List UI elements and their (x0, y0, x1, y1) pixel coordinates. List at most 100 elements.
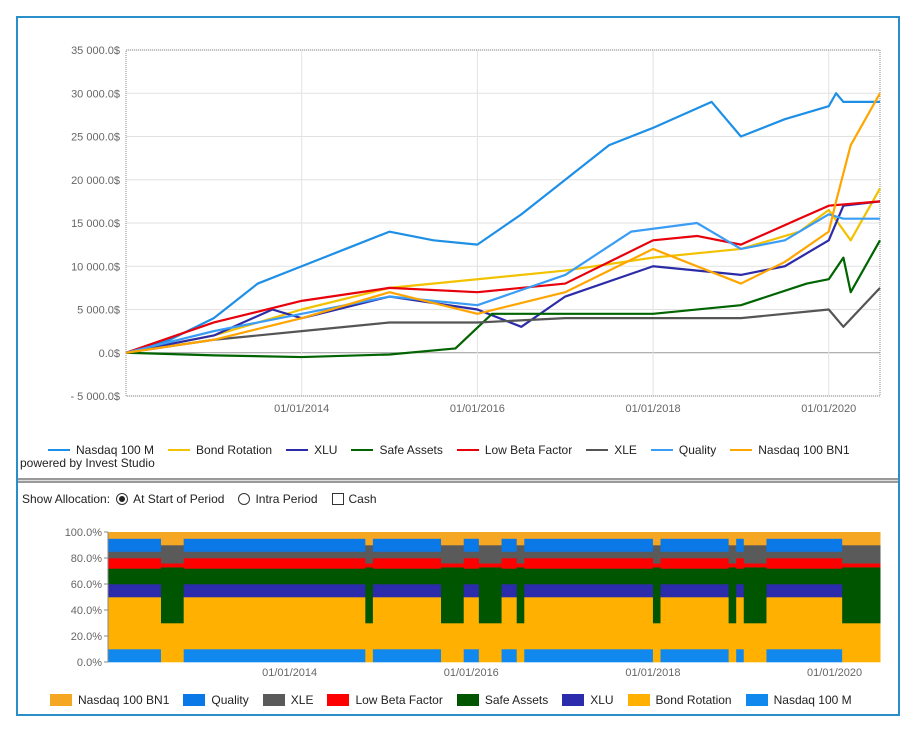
chart-frame (16, 16, 900, 716)
allocation-band-nasdaq-100-bn1 (478, 532, 503, 546)
series-line-quality (125, 213, 880, 354)
legend-item[interactable]: XLU (562, 693, 614, 707)
legend-item[interactable]: Nasdaq 100 BN1 (730, 443, 850, 457)
allocation-band-bond-rotation (108, 597, 162, 650)
legend-item[interactable]: XLE (586, 443, 637, 457)
allocation-band-xlu (766, 584, 843, 598)
allocation-band-xle (660, 551, 730, 559)
x-tick-label: 01/01/2014 (274, 403, 329, 415)
allocation-band-low-beta-factor (736, 558, 745, 569)
powered-by-label: powered by Invest Studio (20, 456, 155, 470)
allocation-band-bond-rotation (365, 623, 374, 663)
allocation-controls: Show Allocation: At Start of Period Intr… (22, 492, 385, 506)
allocation-band-nasdaq-100-m (463, 649, 480, 663)
radio-at-start-of-period[interactable]: At Start of Period (116, 492, 224, 506)
allocation-band-nasdaq-100-m (183, 649, 366, 663)
y-tick-label: 20 000.0$ (71, 175, 120, 187)
allocation-band-low-beta-factor (660, 558, 730, 569)
allocation-band-xle (736, 551, 745, 559)
allocation-band-nasdaq-100-bn1 (372, 532, 442, 539)
series-line-xlu (125, 200, 881, 354)
legend-item[interactable]: Bond Rotation (168, 443, 272, 457)
legend-item[interactable]: Bond Rotation (627, 693, 732, 707)
legend-item[interactable]: Safe Assets (456, 693, 548, 707)
legend-label: XLE (290, 693, 314, 707)
allocation-band-xle (478, 545, 503, 564)
legend-item[interactable]: Safe Assets (351, 443, 443, 457)
legend-item[interactable]: Nasdaq 100 BN1 (50, 693, 169, 707)
legend-item[interactable]: Quality (650, 443, 716, 457)
allocation-band-xlu (660, 584, 730, 598)
allocation-band-xle (524, 551, 654, 559)
allocation-band-safe-assets (743, 567, 767, 624)
legend-square-swatch (262, 694, 285, 706)
legend-item[interactable]: XLU (286, 443, 337, 457)
allocation-band-low-beta-factor (524, 558, 654, 569)
legend-label: Nasdaq 100 M (76, 443, 155, 457)
allocation-band-safe-assets (516, 567, 525, 624)
allocation-band-xle (652, 545, 662, 564)
legend-square-swatch (183, 694, 206, 706)
allocation-band-quality (501, 538, 518, 552)
allocation-band-bond-rotation (660, 597, 730, 650)
legend-item[interactable]: XLE (262, 693, 314, 707)
allocation-band-safe-assets (501, 568, 518, 585)
legend-square-swatch (745, 694, 768, 706)
y-tick-label: 40.0% (71, 605, 102, 617)
legend-label: Low Beta Factor (355, 693, 443, 707)
allocation-band-safe-assets (108, 568, 162, 585)
legend-item[interactable]: Nasdaq 100 M (48, 443, 154, 457)
y-tick-label: 25 000.0$ (71, 132, 120, 144)
checkbox-box[interactable] (331, 493, 344, 505)
legend-item[interactable]: Low Beta Factor (327, 693, 443, 707)
allocation-band-xle (365, 545, 374, 564)
allocation-band-xle (728, 545, 737, 564)
allocation-band-low-beta-factor (372, 558, 442, 569)
legend-item[interactable]: Low Beta Factor (456, 443, 572, 457)
allocation-band-bond-rotation (463, 597, 480, 650)
radio-indicator[interactable] (116, 493, 129, 505)
allocation-band-nasdaq-100-bn1 (501, 532, 518, 539)
legend-label: Nasdaq 100 BN1 (78, 693, 170, 707)
legend-item[interactable]: Quality (183, 693, 249, 707)
y-tick-label: 15 000.0$ (71, 218, 120, 230)
y-tick-label: - 5 000.0$ (70, 391, 120, 403)
cash-checkbox[interactable]: Cash (331, 492, 377, 506)
legend-label: Nasdaq 100 M (773, 693, 852, 707)
legend-line-swatch (730, 449, 753, 451)
allocation-band-safe-assets (183, 568, 366, 585)
y-tick-label: 5 000.0$ (77, 305, 120, 317)
allocation-band-nasdaq-100-bn1 (516, 532, 525, 546)
allocation-band-low-beta-factor (365, 563, 374, 568)
allocation-band-low-beta-factor (478, 563, 503, 568)
allocation-band-nasdaq-100-bn1 (160, 532, 185, 546)
allocation-band-nasdaq-100-bn1 (728, 532, 737, 546)
allocation-band-xle (463, 551, 480, 559)
allocation-band-xle (441, 545, 465, 564)
allocation-band-xlu (501, 584, 518, 598)
legend-square-swatch (456, 694, 479, 706)
allocation-band-nasdaq-100-m (501, 649, 518, 663)
allocation-band-low-beta-factor (501, 558, 518, 569)
allocation-band-bond-rotation (183, 597, 366, 650)
plot-border (125, 49, 881, 397)
allocation-band-safe-assets (736, 568, 745, 585)
allocation-band-safe-assets (842, 567, 881, 624)
allocation-band-quality (766, 538, 843, 552)
allocation-band-xle (160, 545, 185, 564)
allocation-band-nasdaq-100-bn1 (441, 532, 465, 546)
allocation-band-bond-rotation (160, 623, 185, 663)
allocation-band-safe-assets (660, 568, 730, 585)
allocation-band-nasdaq-100-bn1 (660, 532, 730, 539)
allocation-band-bond-rotation (728, 623, 737, 663)
splitter[interactable] (18, 478, 898, 483)
radio-indicator[interactable] (238, 493, 251, 505)
allocation-band-bond-rotation (516, 623, 525, 663)
allocation-band-nasdaq-100-m (108, 649, 162, 663)
allocation-band-safe-assets (160, 567, 185, 624)
y-tick-label: 10 000.0$ (71, 261, 120, 273)
allocation-band-low-beta-factor (108, 558, 162, 569)
legend-item[interactable]: Nasdaq 100 M (745, 693, 852, 707)
x-tick-label: 01/01/2016 (444, 667, 499, 679)
radio-intra-period[interactable]: Intra Period (238, 492, 318, 506)
